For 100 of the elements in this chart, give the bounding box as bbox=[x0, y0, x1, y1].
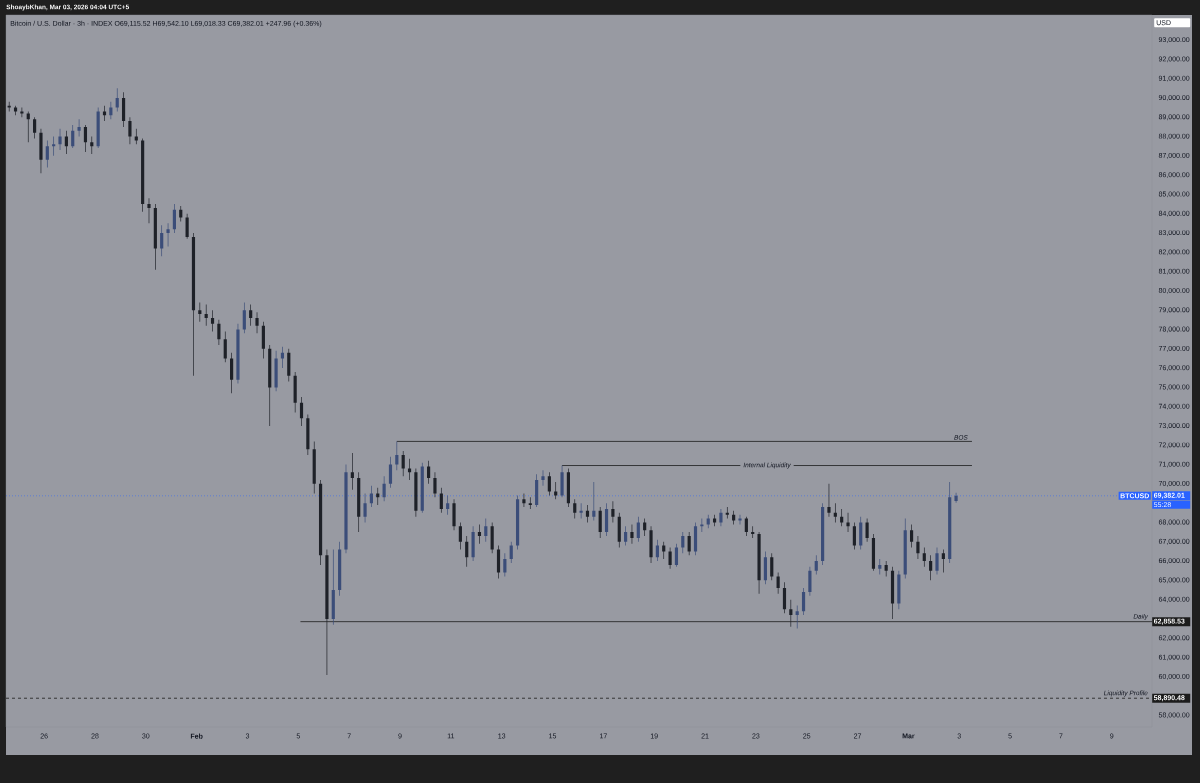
candlestick bbox=[102, 105, 107, 122]
candlestick bbox=[299, 397, 304, 426]
candlestick bbox=[401, 451, 405, 477]
candlestick bbox=[662, 541, 666, 560]
candlestick bbox=[249, 304, 253, 326]
candlestick bbox=[465, 535, 469, 567]
candlestick bbox=[52, 136, 56, 156]
candlestick bbox=[388, 456, 393, 488]
candlestick bbox=[242, 302, 246, 334]
candlestick bbox=[90, 136, 94, 154]
candlestick bbox=[509, 541, 513, 563]
candlestick bbox=[655, 539, 659, 562]
candlestick bbox=[890, 566, 895, 619]
candlestick bbox=[573, 499, 577, 519]
candlestick bbox=[446, 495, 450, 515]
candlestick bbox=[852, 522, 856, 550]
candlestick bbox=[33, 117, 37, 139]
candlestick bbox=[712, 514, 717, 527]
candlestick bbox=[706, 514, 710, 529]
candlestick bbox=[909, 524, 914, 548]
candlestick bbox=[261, 321, 265, 359]
candlestick bbox=[948, 481, 952, 563]
candlestick bbox=[172, 204, 176, 234]
candlestick bbox=[643, 518, 647, 536]
candlestick bbox=[331, 549, 335, 625]
candlestick bbox=[7, 101, 11, 112]
candlestick bbox=[782, 582, 787, 614]
candlestick bbox=[732, 510, 736, 525]
candlestick bbox=[636, 516, 640, 542]
candlestick bbox=[179, 206, 183, 222]
candlestick bbox=[160, 225, 164, 257]
candlestick bbox=[878, 559, 882, 575]
candlestick bbox=[71, 124, 75, 149]
candlestick bbox=[121, 92, 126, 127]
candlestick bbox=[547, 472, 551, 496]
candlestick bbox=[598, 507, 602, 538]
candlestick bbox=[617, 512, 621, 548]
candlestick bbox=[83, 124, 88, 152]
candlestick bbox=[922, 547, 926, 567]
candlestick bbox=[338, 541, 342, 596]
candlestick bbox=[287, 348, 291, 382]
candlestick bbox=[210, 310, 215, 332]
candlestick bbox=[566, 468, 570, 508]
candlestick bbox=[833, 503, 837, 523]
candlestick bbox=[795, 605, 799, 629]
candlestick bbox=[191, 233, 196, 376]
candlestick bbox=[535, 474, 539, 508]
candlestick bbox=[929, 555, 933, 581]
candlestick bbox=[204, 304, 208, 326]
candlestick bbox=[439, 487, 443, 513]
candlestick bbox=[693, 522, 698, 556]
candlestick bbox=[427, 460, 431, 484]
candlestick bbox=[134, 128, 138, 145]
candlestick bbox=[770, 553, 774, 581]
candlestick bbox=[369, 485, 373, 508]
candlestick bbox=[941, 549, 945, 573]
candlestick bbox=[45, 140, 49, 168]
candlestick bbox=[859, 516, 863, 550]
candlestick bbox=[26, 111, 30, 143]
candlestick bbox=[821, 503, 825, 565]
candlestick bbox=[458, 522, 462, 550]
candlestick bbox=[115, 88, 119, 112]
candlestick bbox=[592, 481, 596, 521]
candlestick bbox=[407, 458, 412, 480]
candlestick bbox=[840, 508, 844, 527]
candlestick bbox=[477, 524, 482, 544]
candlestick bbox=[528, 497, 532, 509]
candlestick bbox=[280, 346, 285, 369]
candlestick bbox=[223, 331, 227, 363]
candlestick bbox=[751, 526, 755, 538]
candlestick bbox=[64, 130, 68, 154]
candlestick bbox=[871, 534, 876, 571]
candlestick bbox=[515, 495, 520, 550]
candlestick bbox=[141, 138, 145, 212]
candlestick bbox=[268, 344, 272, 426]
candlestick bbox=[814, 555, 818, 575]
candlestick bbox=[903, 518, 907, 579]
candlestick bbox=[230, 352, 234, 394]
candlestick bbox=[624, 526, 628, 546]
candlestick bbox=[357, 472, 361, 533]
candlestick bbox=[13, 105, 18, 116]
candlestick bbox=[198, 302, 202, 322]
candlestick bbox=[312, 441, 316, 494]
candlestick bbox=[420, 462, 424, 513]
candlestick bbox=[604, 503, 609, 536]
candlestick bbox=[674, 543, 679, 567]
candlestick bbox=[585, 505, 590, 523]
candlestick bbox=[395, 441, 399, 471]
candlestick bbox=[153, 204, 157, 270]
candlestick bbox=[318, 480, 323, 565]
candlestick bbox=[681, 532, 685, 554]
candlestick bbox=[496, 545, 501, 579]
candlestick bbox=[801, 588, 806, 616]
candlestick bbox=[376, 487, 380, 506]
candlestick bbox=[350, 452, 354, 490]
candlestick bbox=[484, 518, 488, 542]
candlestick bbox=[554, 481, 558, 500]
candlestick bbox=[725, 507, 729, 519]
candlestick bbox=[763, 551, 768, 585]
candlestick bbox=[744, 516, 748, 536]
